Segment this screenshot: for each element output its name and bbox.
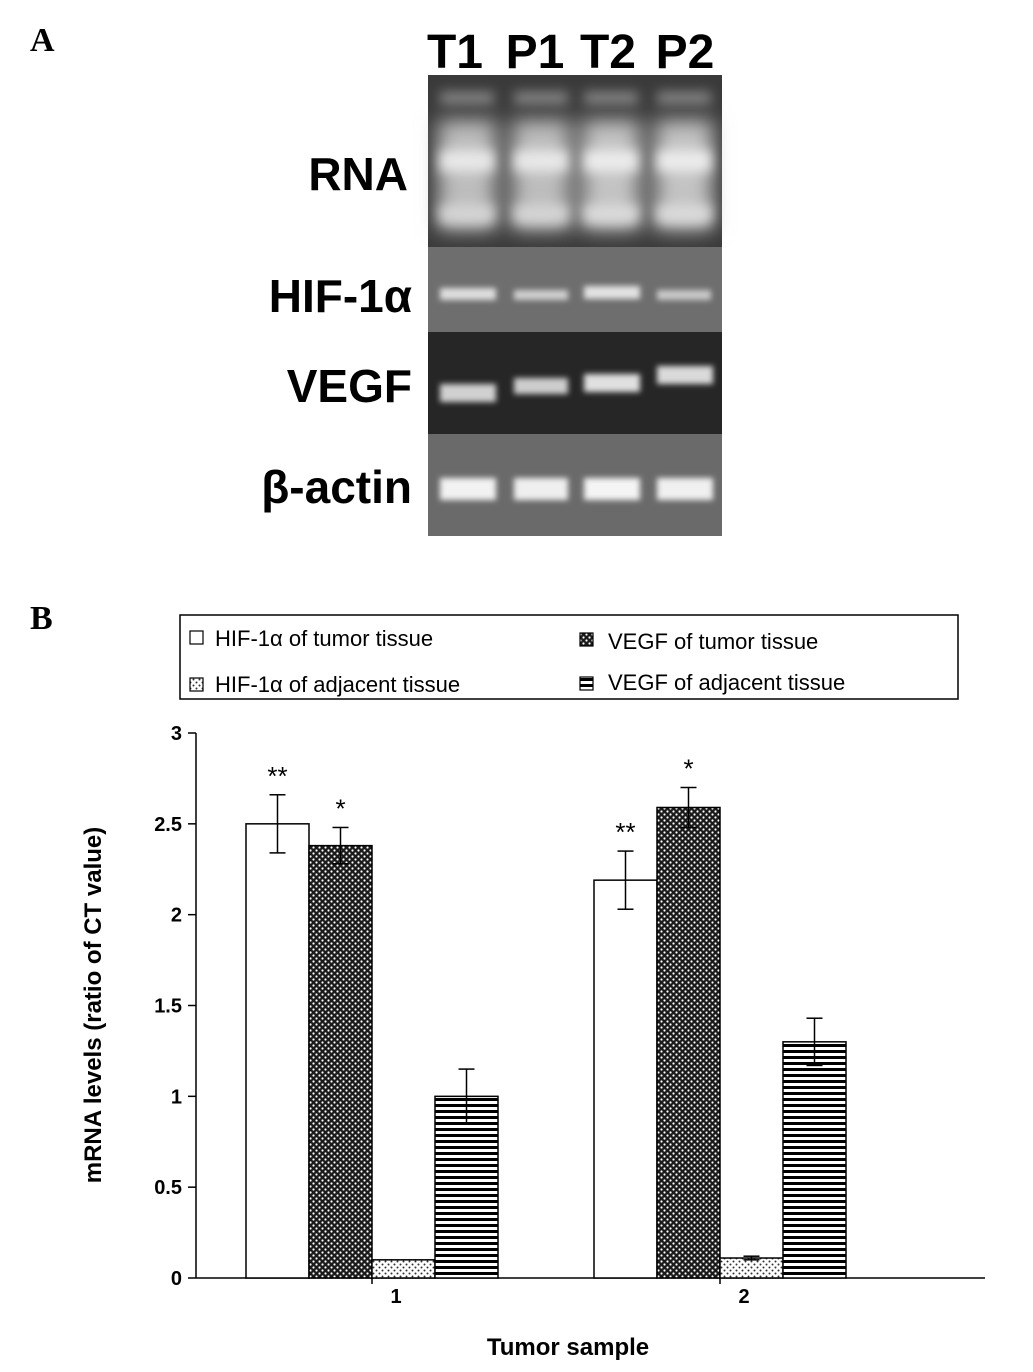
legend-item-vegf-tumor: VEGF of tumor tissue	[579, 629, 818, 654]
y-tick-label: 1.5	[154, 996, 182, 1018]
legend-label-hif-adjacent: HIF-1α of adjacent tissue	[215, 672, 460, 697]
gel-strip-hif	[428, 247, 722, 332]
significance-star: **	[615, 817, 635, 847]
legend-label-vegf-tumor: VEGF of tumor tissue	[608, 629, 818, 654]
gel-row-label-actin: β-actin	[261, 461, 412, 513]
gel-strip-actin	[428, 434, 722, 536]
bar	[656, 806, 721, 1279]
legend-item-vegf-adjacent: VEGF of adjacent tissue	[579, 670, 845, 695]
panel-b-label: B	[30, 600, 53, 637]
significance-star: *	[335, 793, 345, 823]
y-tick-label: 0	[171, 1268, 182, 1290]
legend-label-hif-tumor: HIF-1α of tumor tissue	[215, 626, 433, 651]
gel-lane-label-t1: T1	[427, 26, 483, 79]
significance-star: **	[267, 761, 287, 791]
legend-label-vegf-adjacent: VEGF of adjacent tissue	[608, 670, 845, 695]
gel-lane-label-p1: P1	[506, 26, 565, 79]
bars: ******	[245, 754, 847, 1279]
y-tick-label: 2.5	[154, 814, 182, 836]
gel-image: T1 P1 T2 P2 RNA HIF-1α VEGF β-actin	[261, 26, 722, 536]
gel-row-label-vegf: VEGF	[287, 360, 412, 412]
x-axis-title: Tumor sample	[487, 1334, 649, 1361]
gel-strip-vegf	[428, 332, 722, 434]
bar	[593, 879, 658, 1279]
x-tick-label: 1	[390, 1286, 401, 1308]
x-tick-label: 2	[738, 1286, 749, 1308]
legend-item-hif-tumor: HIF-1α of tumor tissue	[189, 626, 433, 651]
y-tick-label: 3	[171, 723, 182, 745]
legend-item-hif-adjacent: HIF-1α of adjacent tissue	[189, 672, 460, 697]
significance-star: *	[683, 754, 693, 784]
bar	[308, 844, 373, 1279]
y-axis-title: mRNA levels (ratio of CT value)	[80, 827, 107, 1184]
y-tick-label: 2	[171, 905, 182, 927]
y-tick-label: 0.5	[154, 1177, 182, 1199]
bar	[719, 1257, 784, 1279]
gel-strip-rna	[428, 75, 722, 247]
gel-lane-label-p2: P2	[656, 26, 715, 79]
bar	[782, 1041, 847, 1279]
bar	[245, 823, 310, 1279]
gel-row-label-hif: HIF-1α	[269, 270, 412, 322]
y-tick-label: 1	[171, 1086, 182, 1108]
gel-row-label-rna: RNA	[308, 148, 408, 200]
legend: HIF-1α of tumor tissue VEGF of tumor tis…	[179, 614, 959, 700]
y-ticks: 0 0.5 1 1.5 2 2.5 3	[154, 723, 196, 1290]
gel-lane-label-t2: T2	[580, 26, 636, 79]
bar	[371, 1259, 436, 1279]
panel-a-label: A	[30, 22, 55, 59]
bar	[434, 1095, 499, 1279]
